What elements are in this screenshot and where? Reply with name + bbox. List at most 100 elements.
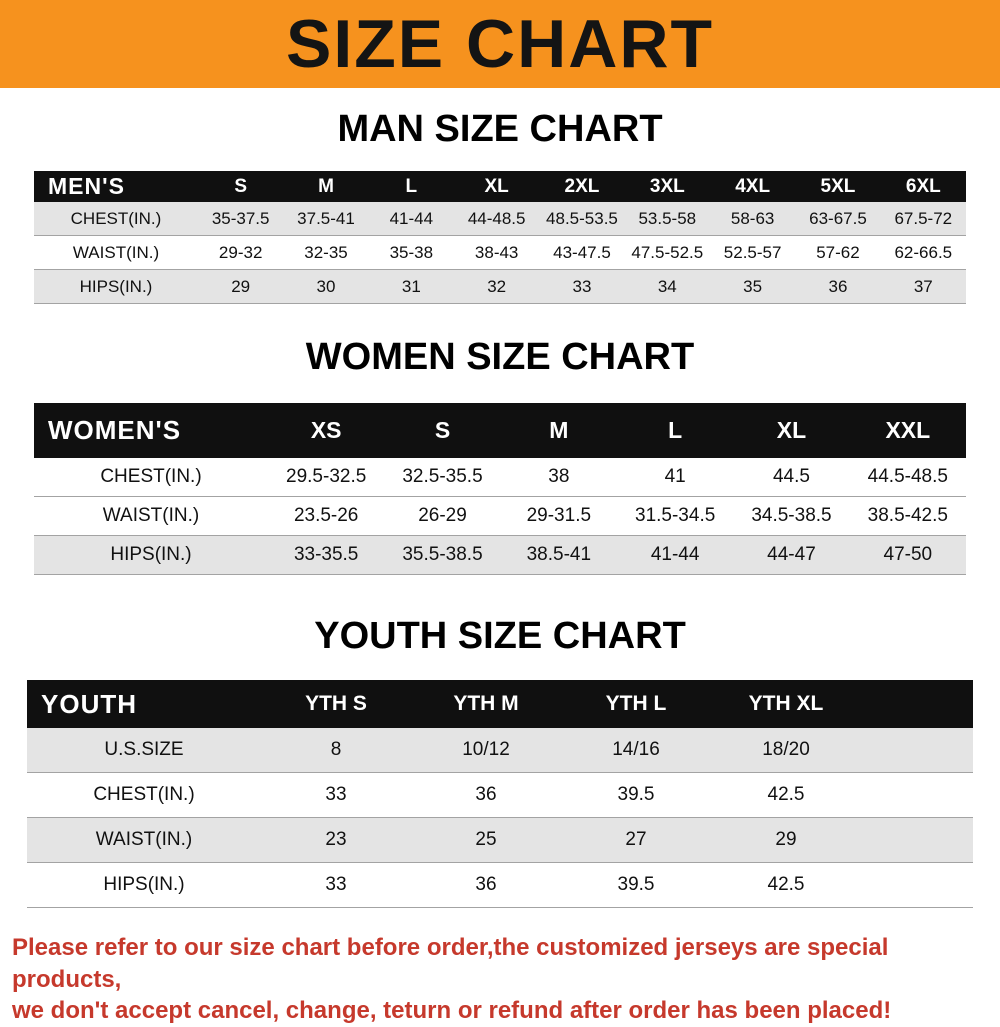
size-table: MEN'S S M L XL 2XL 3XL 4XL 5XL 6XL CHEST(IN.) 35-37… (34, 171, 966, 304)
row-label: WAIST(IN.) (34, 496, 268, 536)
size-column-header: M (500, 403, 617, 458)
size-value-cell: 57-62 (795, 235, 881, 270)
size-value-cell: 53.5-58 (624, 202, 710, 236)
size-value-cell: 27 (561, 817, 711, 863)
table-title-cell: WOMEN'S (34, 403, 268, 458)
men-section-heading: MAN SIZE CHART (337, 108, 663, 150)
size-value-cell: 32-35 (283, 235, 369, 270)
size-value-cell: 39.5 (561, 772, 711, 818)
size-value-cell: 42.5 (711, 772, 861, 818)
size-value-cell: 52.5-57 (709, 235, 796, 270)
size-value-cell: 48.5-53.5 (539, 202, 625, 236)
size-column-header: YTH L (561, 680, 711, 728)
header-spacer-cell (861, 680, 973, 728)
size-value-cell: 44.5-48.5 (849, 458, 966, 497)
women-size-table-host: WOMEN'S XS S M L XL XXL CHEST(IN.) 29.5-32.5 32.5… (0, 403, 1000, 575)
row-label: WAIST(IN.) (27, 817, 261, 863)
size-value-cell: 63-67.5 (795, 202, 881, 236)
size-value-cell: 39.5 (561, 862, 711, 908)
row-label: HIPS(IN.) (34, 535, 268, 575)
size-column-header: YTH XL (711, 680, 861, 728)
size-value-cell: 36 (411, 772, 561, 818)
size-value-cell: 44-47 (733, 535, 850, 575)
table-row: HIPS(IN.) 29 30 31 32 33 34 35 36 37 (34, 269, 966, 304)
row-spacer-cell (861, 862, 973, 908)
size-value-cell: 33 (539, 269, 625, 304)
size-value-cell: 18/20 (711, 728, 861, 773)
size-column-header: XXL (849, 403, 966, 458)
size-column-header: XS (268, 403, 385, 458)
footer-line-1: Please refer to our size chart before or… (12, 934, 889, 993)
size-value-cell: 32.5-35.5 (384, 458, 501, 497)
size-value-cell: 25 (411, 817, 561, 863)
size-table: WOMEN'S XS S M L XL XXL CHEST(IN.) 29.5-32.5 32.5… (34, 403, 966, 575)
size-value-cell: 37.5-41 (283, 202, 369, 236)
youth-section-heading: YOUTH SIZE CHART (314, 615, 686, 657)
size-value-cell: 10/12 (411, 728, 561, 773)
size-value-cell: 37 (880, 269, 966, 304)
size-value-cell: 38.5-42.5 (849, 496, 966, 536)
size-value-cell: 31 (368, 269, 454, 304)
size-column-header: 6XL (880, 171, 966, 202)
table-row: WAIST(IN.) 23 25 27 29 (27, 817, 973, 863)
table-row: U.S.SIZE 8 10/12 14/16 18/20 (27, 728, 973, 773)
size-column-header: L (368, 171, 454, 202)
row-label: WAIST(IN.) (34, 235, 198, 270)
page-title: SIZE CHART (286, 6, 714, 82)
size-value-cell: 47-50 (849, 535, 966, 575)
table-title-cell: MEN'S (34, 171, 198, 202)
size-value-cell: 41-44 (368, 202, 454, 236)
size-value-cell: 29-31.5 (500, 496, 617, 536)
row-label: U.S.SIZE (27, 728, 261, 773)
table-row: HIPS(IN.) 33-35.5 35.5-38.5 38.5-41 41-44 44-… (34, 535, 966, 575)
size-value-cell: 34.5-38.5 (733, 496, 850, 536)
size-value-cell: 8 (261, 728, 411, 773)
size-value-cell: 14/16 (561, 728, 711, 773)
size-value-cell: 33 (261, 772, 411, 818)
size-value-cell: 67.5-72 (880, 202, 966, 236)
size-column-header: L (616, 403, 734, 458)
row-spacer-cell (861, 817, 973, 863)
women-size-section: WOMEN SIZE CHART WOMEN'S XS S M L XL XXL CHEST(… (0, 304, 1000, 575)
men-size-section: MAN SIZE CHART MEN'S S M L XL 2XL 3XL 4XL 5XL 6XL… (0, 88, 1000, 304)
size-column-header: S (384, 403, 501, 458)
size-table: YOUTH YTH S YTH M YTH L YTH XL U.S.SIZE 8 10/12… (27, 680, 973, 908)
table-row: WAIST(IN.) 23.5-26 26-29 29-31.5 31.5-34.5 34… (34, 496, 966, 536)
size-column-header: YTH S (261, 680, 411, 728)
size-value-cell: 35-38 (368, 235, 454, 270)
size-value-cell: 47.5-52.5 (624, 235, 710, 270)
women-section-heading: WOMEN SIZE CHART (305, 336, 695, 378)
size-value-cell: 31.5-34.5 (616, 496, 734, 536)
size-value-cell: 35-37.5 (198, 202, 284, 236)
row-label: CHEST(IN.) (34, 458, 268, 497)
size-value-cell: 34 (624, 269, 710, 304)
youth-size-section: YOUTH SIZE CHART YOUTH YTH S YTH M YTH L YTH… (0, 575, 1000, 908)
size-value-cell: 36 (795, 269, 881, 304)
size-value-cell: 23 (261, 817, 411, 863)
size-value-cell: 35.5-38.5 (384, 535, 501, 575)
table-row: CHEST(IN.) 33 36 39.5 42.5 (27, 772, 973, 818)
size-value-cell: 23.5-26 (268, 496, 385, 536)
table-header-row: WOMEN'S XS S M L XL XXL (34, 403, 966, 458)
size-value-cell: 29 (711, 817, 861, 863)
size-value-cell: 41 (616, 458, 734, 497)
size-value-cell: 29 (198, 269, 284, 304)
size-column-header: 3XL (624, 171, 710, 202)
size-value-cell: 29.5-32.5 (268, 458, 385, 497)
size-value-cell: 44-48.5 (453, 202, 540, 236)
size-value-cell: 26-29 (384, 496, 501, 536)
row-spacer-cell (861, 772, 973, 818)
footer-line-2: we don't accept cancel, change, teturn o… (12, 997, 892, 1025)
row-label: CHEST(IN.) (34, 202, 198, 236)
size-value-cell: 62-66.5 (880, 235, 966, 270)
table-row: WAIST(IN.) 29-32 32-35 35-38 38-43 43-47.5 47.… (34, 235, 966, 270)
size-value-cell: 36 (411, 862, 561, 908)
size-value-cell: 29-32 (198, 235, 284, 270)
size-value-cell: 38 (500, 458, 617, 497)
size-column-header: M (283, 171, 369, 202)
size-column-header: 2XL (539, 171, 625, 202)
table-row: CHEST(IN.) 35-37.5 37.5-41 41-44 44-48.5 48.5… (34, 202, 966, 236)
size-value-cell: 30 (283, 269, 369, 304)
size-column-header: 5XL (795, 171, 881, 202)
